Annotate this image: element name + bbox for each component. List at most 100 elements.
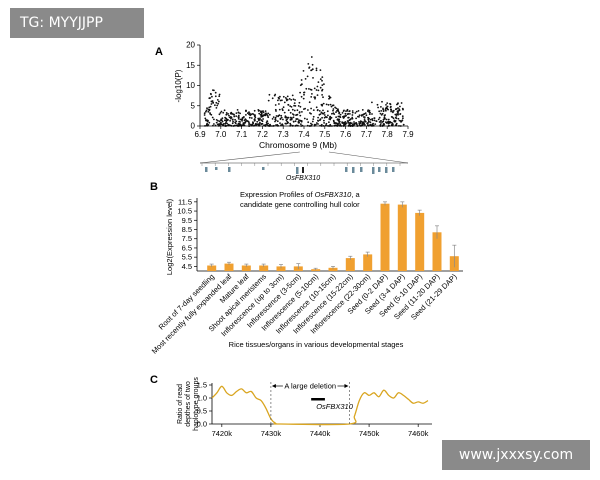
- manhattan-point: [402, 123, 405, 126]
- manhattan-point: [339, 123, 341, 125]
- manhattan-point: [374, 123, 377, 125]
- manhattan-point: [286, 95, 289, 98]
- manhattan-points: [203, 56, 405, 127]
- manhattan-point: [371, 113, 373, 115]
- manhattan-point: [211, 100, 214, 102]
- manhattan-point: [297, 120, 300, 123]
- manhattan-point: [329, 96, 331, 99]
- manhattan-point: [236, 109, 239, 111]
- manhattan-point: [385, 104, 387, 106]
- manhattan-point: [239, 121, 242, 123]
- line-x-tick-label: 7450k: [359, 429, 380, 438]
- manhattan-point: [358, 116, 360, 118]
- manhattan-point: [285, 98, 288, 100]
- manhattan-point: [219, 112, 222, 114]
- manhattan-point: [310, 96, 313, 98]
- manhattan-point: [212, 102, 215, 104]
- panel-b-label: B: [150, 181, 158, 193]
- zoom-line-right: [328, 151, 409, 164]
- manhattan-point: [294, 99, 296, 101]
- manhattan-point: [378, 116, 381, 119]
- manhattan-x-tick-label: 7.8: [382, 130, 394, 139]
- manhattan-point: [387, 121, 389, 124]
- line-y-label-line: depthes of two: [185, 381, 192, 427]
- manhattan-point: [298, 101, 301, 104]
- manhattan-point: [299, 114, 302, 117]
- manhattan-point: [303, 93, 305, 96]
- manhattan-point: [284, 122, 287, 125]
- manhattan-point: [245, 110, 247, 113]
- manhattan-point: [319, 78, 322, 80]
- manhattan-point: [225, 119, 227, 122]
- manhattan-point: [292, 120, 295, 123]
- manhattan-point: [368, 120, 370, 123]
- manhattan-point: [348, 122, 351, 124]
- manhattan-x-tick-label: 7.9: [402, 130, 414, 139]
- manhattan-point: [315, 67, 318, 70]
- manhattan-point: [271, 118, 274, 120]
- manhattan-point: [221, 120, 224, 123]
- manhattan-point: [282, 106, 285, 109]
- manhattan-point: [218, 100, 220, 103]
- manhattan-point: [306, 75, 309, 78]
- manhattan-point: [299, 119, 302, 122]
- manhattan-point: [398, 109, 401, 111]
- manhattan-point: [266, 120, 269, 123]
- manhattan-point: [232, 120, 235, 123]
- bar-y-tick-label: 5.5: [182, 253, 192, 262]
- deletion-arrowhead-right: [344, 384, 349, 388]
- manhattan-point: [262, 118, 264, 120]
- manhattan-point: [293, 102, 296, 104]
- bar-y-tick-label: 6.5: [182, 243, 192, 252]
- manhattan-point: [242, 116, 245, 119]
- manhattan-point: [317, 116, 319, 119]
- manhattan-point: [275, 124, 277, 126]
- manhattan-point: [303, 117, 306, 120]
- line-y-tick-label: 0.0: [197, 420, 207, 429]
- manhattan-point: [254, 116, 257, 119]
- manhattan-point: [215, 121, 218, 124]
- line-axes: 0.0 0.5 1.0 1.5 7420k 7430k 7440k 7450k 7460k: [197, 381, 432, 438]
- line-x-tick-label: 7440k: [310, 429, 331, 438]
- manhattan-point: [302, 70, 305, 72]
- manhattan-point: [278, 108, 281, 111]
- manhattan-point: [385, 106, 388, 109]
- manhattan-point: [283, 111, 286, 114]
- manhattan-point: [238, 123, 241, 125]
- manhattan-x-tick-label: 7.3: [278, 130, 290, 139]
- manhattan-point: [317, 89, 320, 92]
- manhattan-point: [279, 122, 281, 124]
- bar-x-label: Rice tissues/organs in various developme…: [229, 340, 404, 349]
- manhattan-point: [238, 116, 240, 118]
- manhattan-y-label: -log10(P): [174, 69, 183, 102]
- manhattan-point: [214, 95, 217, 98]
- manhattan-point: [377, 118, 380, 121]
- manhattan-point: [312, 77, 314, 79]
- bar: [363, 254, 373, 271]
- manhattan-point: [241, 120, 244, 122]
- manhattan-point: [337, 109, 339, 111]
- manhattan-point: [291, 94, 294, 97]
- manhattan-x-tick-label: 7.7: [361, 130, 373, 139]
- manhattan-point: [321, 79, 323, 82]
- manhattan-point: [362, 116, 365, 118]
- manhattan-point: [299, 91, 301, 94]
- manhattan-point: [369, 118, 372, 121]
- manhattan-point: [217, 123, 220, 125]
- manhattan-point: [307, 121, 310, 124]
- chart-title-line2: candidate gene controlling hull color: [240, 200, 360, 209]
- manhattan-point: [218, 120, 221, 123]
- manhattan-point: [281, 99, 283, 102]
- gene-model: [352, 167, 355, 173]
- manhattan-point: [304, 78, 307, 80]
- manhattan-point: [344, 122, 347, 125]
- manhattan-point: [267, 116, 270, 119]
- manhattan-point: [322, 96, 324, 99]
- bar: [415, 212, 425, 271]
- manhattan-point: [396, 103, 398, 106]
- manhattan-point: [289, 111, 292, 114]
- manhattan-point: [311, 120, 314, 123]
- manhattan-point: [380, 122, 382, 124]
- manhattan-point: [243, 119, 246, 122]
- manhattan-point: [287, 116, 290, 119]
